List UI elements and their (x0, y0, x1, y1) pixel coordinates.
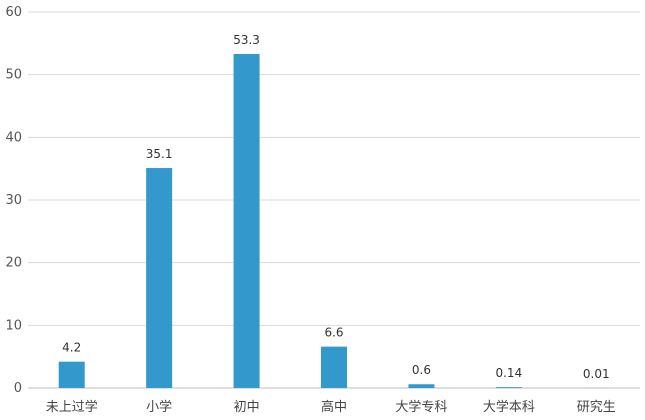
bar (321, 346, 347, 388)
y-tick-label: 30 (5, 193, 22, 208)
y-tick-label: 20 (5, 256, 22, 271)
category-label: 高中 (321, 399, 347, 415)
data-label: 0.6 (412, 363, 431, 377)
y-tick-label: 60 (5, 5, 22, 20)
y-tick-label: 10 (5, 318, 22, 333)
y-tick-label: 40 (5, 130, 22, 145)
bar (146, 168, 173, 388)
category-label: 研究生 (577, 400, 616, 415)
data-label: 53.3 (233, 33, 260, 47)
y-axis-ticks: 0 10 20 30 40 50 60 (5, 5, 22, 396)
category-label: 未上过学 (46, 399, 98, 415)
category-label: 大学本科 (483, 399, 535, 415)
data-labels: 4.2 35.1 53.3 6.6 0.6 0.14 0.01 (62, 33, 609, 381)
category-label: 小学 (146, 399, 172, 415)
data-label: 35.1 (146, 147, 173, 161)
category-label: 大学专科 (395, 399, 447, 415)
data-label: 0.01 (583, 367, 610, 381)
data-label: 4.2 (62, 341, 81, 355)
bars (58, 53, 610, 389)
data-label: 6.6 (324, 326, 343, 340)
category-label: 初中 (234, 400, 260, 415)
y-tick-label: 50 (5, 68, 22, 83)
bar (408, 384, 435, 388)
bar (495, 387, 522, 388)
bar (233, 53, 260, 389)
x-axis-categories: 未上过学 小学 初中 高中 大学专科 大学本科 研究生 (46, 399, 616, 415)
y-tick-label: 0 (14, 381, 22, 396)
grid-lines (28, 11, 640, 389)
data-label: 0.14 (495, 366, 522, 380)
bar (58, 361, 85, 388)
